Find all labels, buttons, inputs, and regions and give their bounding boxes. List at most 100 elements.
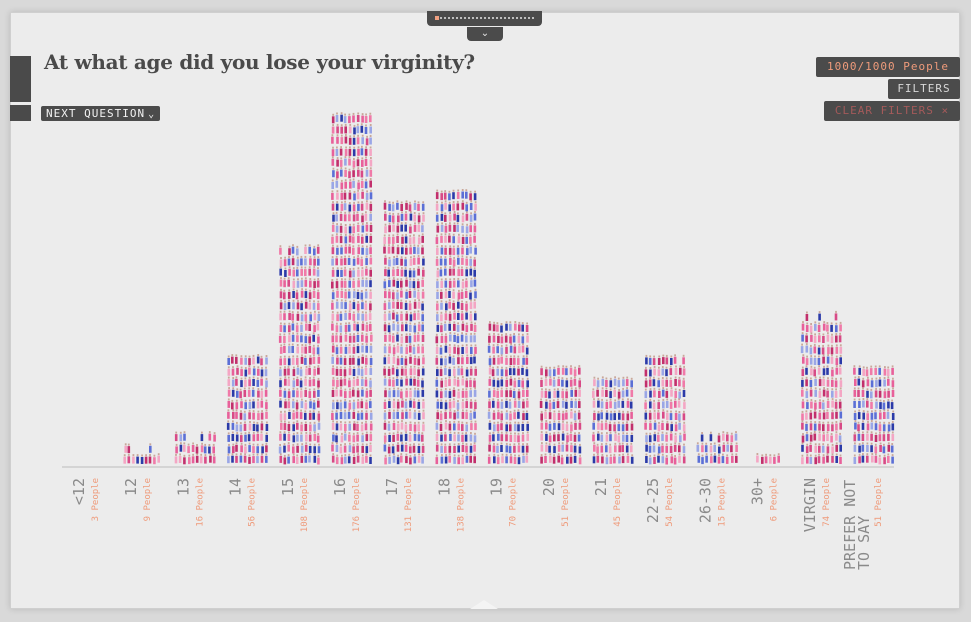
person-head	[384, 399, 386, 402]
side-tab-small[interactable]	[10, 105, 31, 121]
person-head	[421, 387, 424, 390]
person-figure	[592, 422, 595, 430]
person-head	[839, 365, 842, 367]
person-head	[445, 399, 447, 402]
bar-13[interactable]	[174, 431, 216, 465]
person-head	[344, 244, 347, 247]
person-figure	[435, 379, 439, 387]
pager-dots-icon[interactable]	[427, 11, 542, 26]
person-figure	[649, 423, 652, 431]
person-head	[344, 278, 347, 281]
person-figure	[396, 390, 400, 398]
person-figure	[548, 369, 552, 377]
person-head	[710, 443, 712, 445]
person-figure	[817, 367, 821, 375]
clear-filters-button[interactable]: CLEAR FILTERS ×	[824, 101, 960, 121]
person-figure	[361, 191, 364, 199]
count-label: 54 People	[665, 478, 675, 527]
person-figure	[509, 378, 513, 386]
bar-19[interactable]	[487, 321, 529, 465]
person-head	[474, 387, 476, 390]
bar-20[interactable]	[539, 365, 582, 465]
person-head	[891, 454, 894, 457]
next-question-button[interactable]: NEXT QUESTION ⌄	[41, 106, 161, 121]
person-head	[313, 443, 316, 446]
person-head	[444, 388, 447, 390]
person-head	[288, 322, 291, 325]
person-figure	[283, 303, 287, 311]
person-head	[388, 454, 391, 457]
bar-14[interactable]	[226, 354, 269, 464]
person-figure	[801, 413, 804, 421]
filters-button[interactable]: FILTERS	[888, 79, 960, 99]
person-figure	[369, 192, 373, 200]
person-figure	[309, 401, 312, 409]
bar-26-30[interactable]	[696, 431, 738, 465]
person-figure	[287, 279, 290, 287]
person-figure	[416, 247, 420, 255]
person-head	[235, 409, 238, 412]
person-head	[422, 267, 425, 270]
person-figure	[265, 357, 268, 365]
person-figure	[453, 213, 456, 221]
collapse-chevron-icon[interactable]: ⌄	[467, 27, 503, 41]
bar-prefer-not-to-say[interactable]	[853, 365, 895, 465]
bar-16[interactable]	[331, 112, 373, 465]
person-figure	[343, 269, 347, 277]
person-figure	[348, 423, 351, 431]
person-figure	[352, 402, 356, 410]
person-figure	[809, 434, 813, 442]
person-figure	[395, 378, 399, 386]
bar-21[interactable]	[592, 376, 634, 465]
person-figure	[331, 367, 335, 375]
person-head	[384, 454, 387, 457]
person-head	[300, 388, 303, 391]
person-head	[801, 442, 804, 445]
person-head	[819, 388, 821, 391]
person-figure	[291, 357, 295, 365]
person-head	[731, 453, 734, 456]
person-head	[509, 387, 512, 390]
person-figure	[408, 411, 412, 419]
person-head	[353, 344, 355, 347]
person-head	[465, 288, 468, 291]
side-tab[interactable]	[10, 56, 31, 102]
person-head	[313, 256, 316, 259]
person-head	[336, 420, 338, 423]
person-head	[735, 431, 737, 434]
person-figure	[392, 236, 395, 244]
person-figure	[383, 368, 386, 376]
person-figure	[673, 457, 677, 465]
bar-22-25[interactable]	[644, 354, 686, 465]
bar-18[interactable]	[435, 189, 478, 465]
person-head	[331, 179, 334, 182]
person-head	[875, 453, 877, 456]
bar-15[interactable]	[278, 244, 321, 465]
bar-17[interactable]	[383, 200, 425, 465]
person-head	[279, 398, 282, 401]
person-figure	[369, 324, 372, 331]
person-head	[457, 255, 460, 258]
person-figure	[839, 324, 842, 332]
bar-30-[interactable]	[756, 453, 780, 464]
person-head	[341, 432, 343, 435]
person-figure	[417, 281, 420, 289]
person-head	[387, 354, 390, 357]
bar-12[interactable]	[123, 443, 160, 465]
person-head	[526, 431, 529, 434]
person-head	[522, 453, 525, 456]
person-head	[657, 453, 660, 456]
person-head	[497, 398, 499, 401]
person-figure	[822, 402, 825, 410]
person-head	[392, 333, 395, 336]
person-head	[393, 387, 395, 390]
person-head	[649, 355, 652, 358]
person-figure	[665, 457, 668, 465]
person-figure	[292, 302, 295, 310]
person-head	[514, 421, 517, 424]
person-figure	[304, 346, 307, 354]
person-figure	[412, 236, 416, 244]
bar-virgin[interactable]	[800, 310, 843, 465]
person-figure	[457, 313, 460, 320]
person-figure	[339, 423, 343, 431]
